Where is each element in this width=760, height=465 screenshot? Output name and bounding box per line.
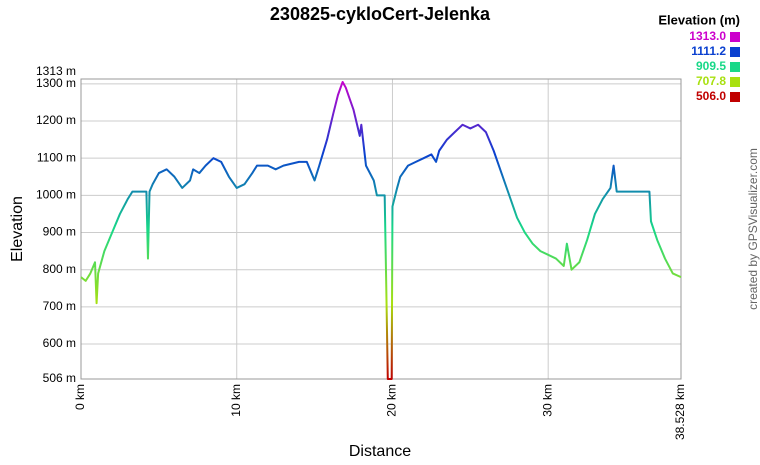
legend-swatch (730, 92, 740, 102)
y-tick-label: 900 m (43, 225, 76, 239)
legend-label: 1111.2 (691, 44, 726, 58)
legend-swatch (730, 47, 740, 57)
y-tick-label: 1300 m (36, 76, 76, 90)
legend-label: 506.0 (696, 89, 726, 103)
credit: created by GPSVisualizer.com (746, 148, 760, 310)
legend-swatch (730, 32, 740, 42)
y-tick-label: 1313 m (36, 64, 76, 78)
legend-swatch (730, 62, 740, 72)
y-tick-label: 1200 m (36, 113, 76, 127)
x-tick-label: 10 km (229, 384, 243, 417)
plot-frame (80, 78, 682, 380)
y-tick-label: 700 m (43, 299, 76, 313)
x-tick-label: 0 km (73, 384, 87, 410)
legend-title: Elevation (m) (658, 12, 740, 27)
chart-title: 230825-cykloCert-Jelenka (270, 4, 491, 24)
elevation-line (80, 80, 682, 380)
y-tick-label: 506 m (43, 371, 76, 385)
legend-swatch (730, 77, 740, 87)
x-tick-label: 20 km (385, 384, 399, 417)
y-tick-label: 1000 m (36, 188, 76, 202)
x-axis-label: Distance (349, 443, 411, 460)
y-tick-label: 800 m (43, 262, 76, 276)
legend-label: 707.8 (696, 74, 726, 88)
y-tick-label: 600 m (43, 336, 76, 350)
x-tick-label: 30 km (540, 384, 554, 417)
y-tick-label: 1100 m (37, 150, 76, 164)
y-axis-label: Elevation (9, 196, 26, 262)
x-tick-label: 38.528 km (673, 384, 687, 440)
legend-label: 1313.0 (689, 29, 726, 43)
legend-label: 909.5 (696, 59, 726, 73)
